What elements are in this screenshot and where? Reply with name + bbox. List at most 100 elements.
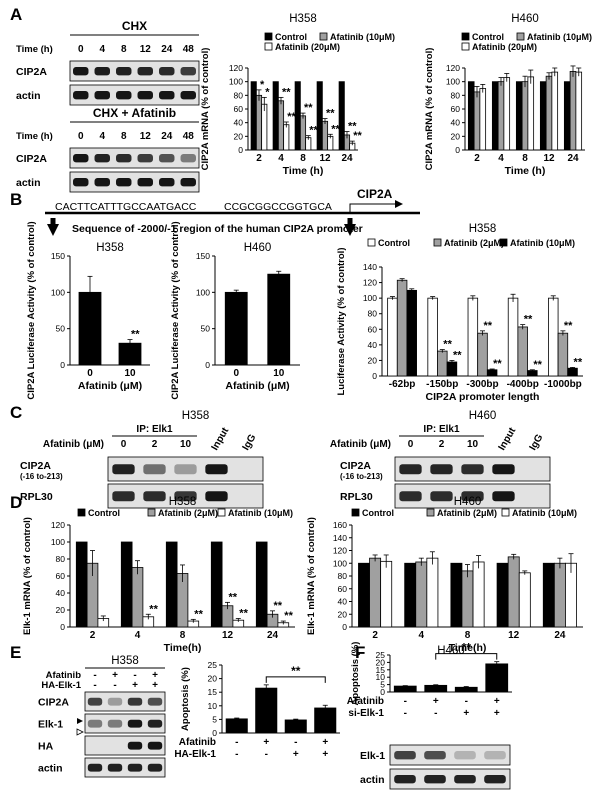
dose-value: 0 — [408, 439, 414, 450]
blot-band — [137, 154, 153, 163]
panel-label-a: A — [10, 5, 22, 24]
blot-band — [116, 154, 132, 163]
bar — [314, 707, 337, 734]
promoter-schematic: CACTTCATTTGCCAATGACC CCGCGGCCGGTGCA CIP2… — [45, 187, 420, 236]
chip-blot-h460: CIP2A(-16 to-213) RPL30 H460 IP: Elk1 Afatin… — [330, 410, 551, 509]
bar — [548, 297, 559, 377]
condition-sign: - — [235, 737, 238, 748]
condition-sign: - — [404, 696, 407, 707]
blot-row-label: actin — [16, 90, 41, 102]
y-tick-label: 10 — [208, 701, 218, 711]
panel-label-f: F — [355, 643, 365, 662]
chart-title: H358 — [169, 496, 197, 508]
legend-label: Afatinib (20μM) — [275, 42, 340, 52]
y-tick-label: 0 — [380, 687, 385, 697]
legend-swatch — [351, 508, 360, 517]
x-tick-label: 12 — [508, 630, 520, 641]
y-tick-label: 0 — [372, 371, 377, 381]
legend-label: Afatinib (2μM) — [158, 508, 218, 518]
promoter-seq-right: CCGCGGCCGGTGCA — [224, 201, 332, 213]
significance-marker: ** — [326, 108, 335, 120]
bar — [473, 91, 481, 151]
bar — [316, 81, 323, 151]
blot-row-label: actin — [360, 774, 385, 786]
blot-row-label: CIP2A — [20, 460, 51, 472]
panel-label-c: C — [10, 403, 22, 422]
x-tick-label: 12 — [222, 630, 234, 641]
x-tick-label: -62bp — [389, 379, 416, 390]
significance-marker: ** — [524, 314, 533, 326]
y-tick-label: 150 — [51, 251, 65, 261]
bar — [491, 81, 499, 151]
significance-marker: ** — [194, 608, 203, 620]
blot-band — [159, 91, 175, 100]
chart-promoter-length: 020406080100120140-62bp****-150bp****-30… — [336, 223, 583, 403]
cell-line-title: H358 — [182, 410, 210, 422]
cell-line-title: H460 — [469, 410, 497, 422]
bar — [553, 562, 566, 628]
x-tick-label: 2 — [90, 630, 96, 641]
y-tick-label: 20 — [451, 131, 461, 141]
x-tick-label: 4 — [498, 153, 504, 164]
arrow-up-icon — [344, 218, 356, 236]
blot-band — [461, 464, 484, 475]
filled-triangle-marker-icon — [77, 718, 83, 724]
y-tick-label: 5 — [380, 680, 385, 690]
y-tick-label: 40 — [338, 597, 348, 607]
blot-band — [454, 775, 476, 784]
legend-label: Control — [88, 508, 120, 518]
x-tick-label: 12 — [319, 153, 331, 164]
bar — [461, 570, 474, 628]
bar — [503, 77, 511, 151]
time-value: 0 — [78, 131, 84, 142]
x-tick-label: 8 — [465, 630, 471, 641]
significance-marker: ** — [453, 349, 462, 361]
bar — [321, 120, 329, 151]
significance-marker: ** — [348, 121, 357, 133]
time-value: 4 — [99, 44, 105, 55]
bar — [272, 81, 279, 151]
condition-sign: - — [265, 749, 268, 760]
blot-band — [143, 464, 166, 475]
blot-row-label: RPL30 — [340, 491, 373, 503]
legend-label: Afatinib (10μM) — [510, 238, 575, 248]
blot-band — [394, 775, 416, 784]
x-tick-label: 8 — [522, 153, 528, 164]
y-tick-label: 40 — [368, 340, 378, 350]
blot-band — [87, 697, 103, 706]
legend-swatch — [217, 508, 226, 517]
time-value: 8 — [121, 131, 127, 142]
condition-sign: + — [152, 680, 158, 691]
time-value: 24 — [161, 131, 173, 142]
chip-blot-h358: CIP2A(-16 to-213) RPL30 H358 IP: Elk1 Afatin… — [20, 410, 264, 509]
bar — [277, 100, 285, 151]
x-tick-label: 10 — [273, 368, 285, 379]
y-tick-label: 100 — [51, 537, 65, 547]
bar — [255, 541, 268, 628]
blot-strip — [69, 60, 200, 82]
bar — [479, 88, 487, 151]
blot-band — [127, 763, 143, 772]
chart-title: H460 — [511, 13, 539, 25]
legend-swatch — [367, 238, 376, 247]
condition-sign: + — [152, 670, 158, 681]
bar — [507, 556, 520, 628]
blot-band — [116, 91, 132, 100]
y-tick-label: 60 — [234, 104, 244, 114]
legend-swatch — [499, 238, 508, 247]
blot-row-label: actin — [38, 763, 63, 775]
significance-marker: ** — [309, 125, 318, 137]
significance-marker: ** — [331, 123, 340, 135]
bar — [396, 279, 408, 377]
bar — [404, 562, 417, 628]
y-tick-label: 20 — [368, 355, 378, 365]
condition-sign: + — [322, 749, 328, 760]
y-tick-label: 60 — [451, 104, 461, 114]
bar — [210, 541, 223, 628]
y-tick-label: 60 — [338, 584, 348, 594]
blot-band — [107, 763, 123, 772]
y-tick-label: 0 — [60, 622, 65, 632]
arrow-up-icon — [47, 218, 59, 236]
blot-band — [94, 91, 110, 100]
